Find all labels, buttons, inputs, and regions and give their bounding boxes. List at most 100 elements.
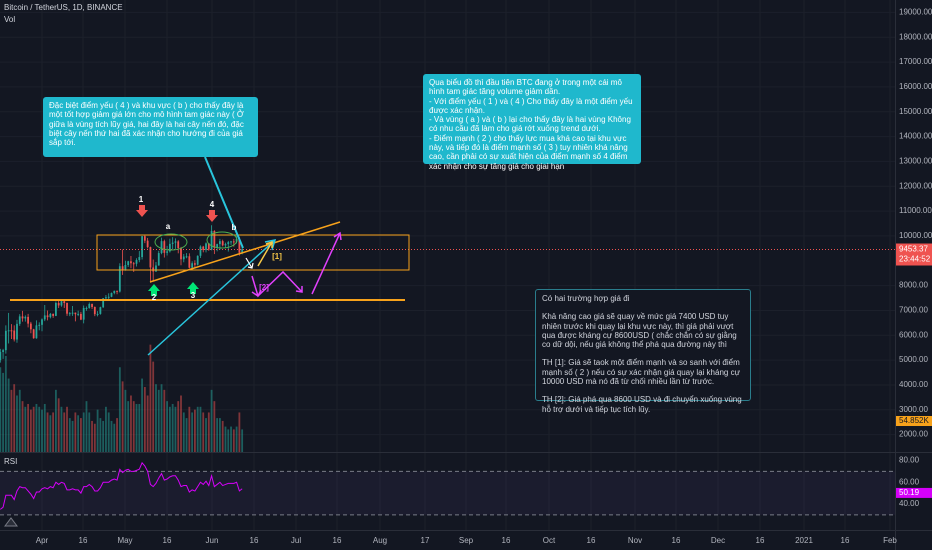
y-tick-label: 13000.00 <box>899 157 932 166</box>
candle-body <box>124 264 127 271</box>
candle-body <box>166 251 168 253</box>
y-tick-label: 7000.00 <box>899 306 928 315</box>
candle-body <box>7 330 10 332</box>
candle-body <box>4 330 7 351</box>
candle-body <box>32 329 35 339</box>
candle-body <box>210 230 213 250</box>
x-tick-label: 16 <box>250 536 259 545</box>
candle-body <box>219 241 221 245</box>
volume-bar <box>74 412 77 452</box>
candle-body <box>113 290 116 294</box>
volume-bar <box>205 418 207 452</box>
candle-body <box>88 303 91 308</box>
volume-bar <box>2 372 4 452</box>
volume-bar <box>77 415 80 452</box>
marker: a <box>166 222 171 231</box>
volume-bar <box>7 378 10 452</box>
volume-bar <box>130 395 132 452</box>
volume-bar <box>143 387 146 452</box>
volume-bar <box>135 403 138 452</box>
volume-bar <box>146 395 149 452</box>
volume-bar <box>238 412 241 452</box>
marker: 4 <box>210 200 215 209</box>
volume-bar <box>63 412 66 452</box>
volume-bar <box>194 409 196 452</box>
volume-bar <box>38 406 41 452</box>
candle-body <box>57 302 60 306</box>
volume-bar <box>46 412 49 452</box>
candle-body <box>238 238 241 253</box>
candle-body <box>177 241 180 249</box>
marker: 3 <box>191 291 196 300</box>
candle-body <box>55 302 57 316</box>
x-tick-label: 17 <box>421 536 430 545</box>
x-tick-label: 16 <box>79 536 88 545</box>
volume-bar <box>80 418 82 452</box>
volume-bar <box>155 384 157 452</box>
volume-bar <box>216 418 219 452</box>
y-tick-label: 2000.00 <box>899 430 928 439</box>
volume-bar <box>93 423 96 452</box>
range-box <box>96 234 410 271</box>
rsi-tick-label: 80.00 <box>899 456 920 465</box>
volume-bar <box>43 403 46 452</box>
x-tick-label: Feb <box>883 536 897 545</box>
candle-body <box>221 241 224 246</box>
note-line: - Với điểm yếu ( 1 ) và ( 4 ) Cho thấy đ… <box>429 96 633 115</box>
note-1: Đặc biệt điểm yếu ( 4 ) và khu vực ( b )… <box>43 97 258 157</box>
purple-arrow <box>311 231 342 295</box>
volume-bar <box>232 429 235 452</box>
volume-bar <box>88 412 91 452</box>
candle-body <box>2 350 4 352</box>
volume-bar <box>91 420 93 452</box>
y-tick-label: 4000.00 <box>899 380 928 389</box>
volume-bar <box>102 420 105 452</box>
x-tick-label: 16 <box>841 536 850 545</box>
candle-body <box>21 316 24 319</box>
volume-bar <box>207 412 210 452</box>
volume-bar <box>149 344 152 452</box>
candle-body <box>132 263 135 265</box>
x-tick-label: Jun <box>206 536 219 545</box>
rsi-label: RSI <box>4 457 17 466</box>
candle-body <box>29 323 32 330</box>
volume-bar <box>132 401 135 452</box>
candle-body <box>185 256 188 258</box>
candle-body <box>110 293 113 297</box>
volume-bar <box>24 406 27 452</box>
candle-body <box>141 236 143 258</box>
candle-body <box>180 248 182 260</box>
volume-bar <box>68 418 71 452</box>
candle-body <box>46 315 49 318</box>
candle-body <box>13 330 16 340</box>
x-tick-label: 16 <box>672 536 681 545</box>
candle-body <box>63 301 66 303</box>
candle-body <box>27 316 29 324</box>
y-tick-label: 15000.00 <box>899 107 932 116</box>
candle-body <box>116 290 118 292</box>
price-pane <box>0 225 895 510</box>
candle-body <box>135 260 138 264</box>
volume-bar <box>99 418 102 452</box>
volume-bar <box>241 429 244 452</box>
down-arrow <box>136 205 148 217</box>
volume-bar <box>188 406 191 452</box>
markers: 1 4 a b 2 3 [1] [2] <box>139 195 282 302</box>
marker: [1] <box>272 252 282 261</box>
candle-body <box>41 319 43 325</box>
note-paragraph: TH [1]: Giá sẽ taok một điểm mạnh và so … <box>542 358 740 387</box>
y-tick-label: 12000.00 <box>899 181 932 190</box>
up-arrow <box>148 284 160 296</box>
note-2: Qua biểu đồ thì đầu tiên BTC đang ở tron… <box>423 74 641 171</box>
candle-body <box>18 316 21 324</box>
candle-body <box>146 240 149 248</box>
rsi-tick-label: 60.00 <box>899 477 920 486</box>
x-tick-label: Dec <box>711 536 725 545</box>
volume-bar <box>49 415 52 452</box>
volume-bar <box>55 389 57 452</box>
marker: [2] <box>259 283 269 292</box>
note-paragraph: TH [2]: Giá phá qua 8600 USD và đi chuyể… <box>542 395 742 414</box>
last-price-label: 9453.37 <box>899 245 928 254</box>
candle-body <box>43 315 46 320</box>
volume-bar <box>4 355 7 452</box>
